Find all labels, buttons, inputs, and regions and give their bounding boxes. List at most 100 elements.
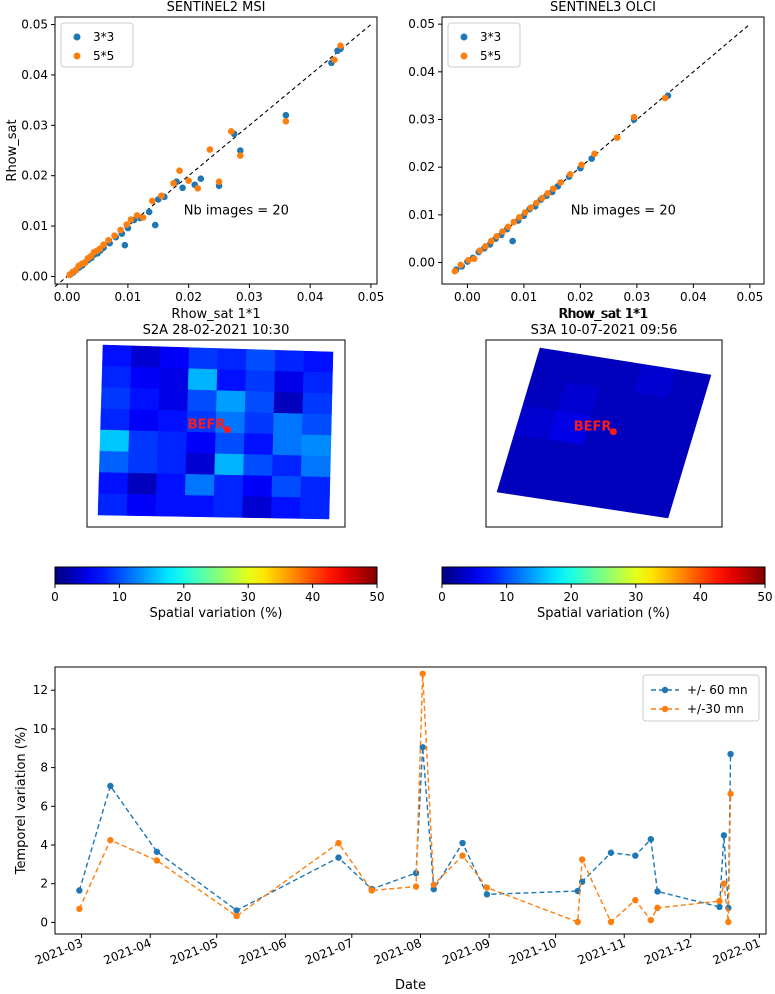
y-axis-label: Rhow_sat [5, 119, 20, 181]
series-point [335, 839, 342, 847]
heatmap-cell [272, 454, 302, 477]
legend-label: 3*3 [93, 30, 114, 44]
scatter-point [127, 216, 135, 223]
series-point [716, 903, 723, 911]
x-tick-label: 0.01 [115, 290, 142, 304]
station-label: BEFR [574, 420, 612, 435]
y-tick-label: 0.01 [21, 219, 48, 233]
y-tick-label: 6 [40, 799, 48, 813]
x-tick-label: 0.05 [737, 290, 764, 304]
legend-label: +/- 60 mn [687, 683, 748, 697]
series-point [647, 835, 655, 843]
legend-label: 3*3 [480, 30, 501, 44]
scatter-point [538, 194, 546, 202]
scatter-point [566, 171, 574, 178]
scatter-point [215, 178, 223, 186]
series-point [76, 905, 83, 913]
annotation-nb-images: Nb images = 20 [184, 204, 289, 219]
series-point [632, 852, 639, 859]
y-tick-label: 0.04 [408, 65, 435, 79]
heatmap-cell [158, 388, 189, 412]
heatmap-cell [130, 366, 161, 390]
heatmap-cell [274, 349, 305, 373]
x-tick-label: 0.04 [680, 290, 707, 304]
scatter-point [509, 237, 516, 245]
colorbar-label: Spatial variation (%) [537, 606, 670, 621]
heatmap-cell [127, 472, 158, 496]
heatmap-cell [213, 495, 244, 518]
scatter-point [148, 197, 156, 205]
heatmap-cell [185, 452, 216, 476]
x-axis-label: Rhow_sat 1*1 [171, 307, 260, 322]
series-point [632, 896, 639, 904]
colorbar [54, 566, 378, 585]
scatter-point [337, 42, 344, 50]
legend-marker [661, 705, 669, 713]
heatmap-cell [302, 371, 333, 395]
series-point [720, 832, 728, 839]
heatmap-cell [128, 430, 159, 453]
heatmap-cell [299, 497, 330, 520]
heatmap-cell [102, 344, 133, 368]
y-tick-label: 8 [40, 761, 48, 775]
legend-marker [73, 52, 81, 60]
scatter-point [470, 255, 478, 263]
colorbar-tick-label: 20 [564, 590, 579, 604]
x-tick-label: 0.01 [511, 290, 538, 304]
scatter-point [527, 204, 534, 212]
scatter-point [331, 56, 338, 64]
heatmap-cell [155, 494, 186, 517]
heatmap-cell [97, 493, 128, 516]
heatmap-cell [157, 431, 188, 454]
scatter-point [557, 179, 564, 186]
series-point [483, 891, 491, 898]
series-point [607, 849, 615, 856]
scatter-point [139, 214, 147, 221]
series-point [727, 790, 734, 797]
heatmap-cell [214, 432, 245, 455]
legend-marker [460, 52, 468, 60]
x-tick-label: 2021-08 [372, 936, 424, 968]
scatter-point [197, 175, 205, 183]
series-point [459, 852, 466, 859]
colorbar-tick-label: 50 [369, 590, 384, 604]
panel-title: S2A 28-02-2021 10:30 [143, 323, 290, 338]
scatter-point [493, 233, 501, 240]
heatmap-cell [270, 496, 301, 519]
legend-label: +/-30 mn [687, 702, 744, 716]
series-point [233, 907, 240, 914]
y-tick-label: 0.02 [408, 160, 435, 174]
series-point [483, 884, 491, 891]
identity-line [54, 24, 372, 287]
heatmap-cell [213, 474, 244, 497]
heatmap-cell [216, 390, 246, 413]
y-tick-label: 10 [33, 722, 48, 736]
heatmap-cell [301, 413, 332, 436]
x-tick-label: 0.00 [54, 290, 81, 304]
x-tick-label: 2021-04 [102, 936, 154, 968]
x-tick-label: 0.00 [454, 290, 481, 304]
heatmap-panel-3: S3A 10-07-2021 09:56 BEFR Rhow_sat 1*1 0 10 2… [438, 307, 772, 621]
scatter-panel-0: SENTINEL2 MSI 0.00 0.01 0.02 0.03 0.04 0.05 0.0… [5, 0, 384, 322]
series-point [153, 848, 161, 855]
series-point [419, 670, 426, 677]
scatter-point [451, 267, 459, 275]
legend-label: 5*5 [480, 49, 501, 63]
legend-marker [73, 33, 81, 41]
scatter-point [121, 241, 129, 249]
series-point [412, 883, 420, 890]
scatter-point [170, 179, 177, 187]
scatter-point [544, 190, 551, 197]
colorbar-tick-label: 30 [628, 590, 643, 604]
colorbar-tick-label: 10 [499, 590, 514, 604]
series-point [430, 881, 437, 888]
heatmap-cell [300, 455, 331, 478]
x-tick-label: 0.05 [358, 290, 385, 304]
scatter-point [105, 236, 112, 244]
colorbar-label: Spatial variation (%) [149, 606, 282, 621]
axes-frame [441, 16, 765, 285]
series-point [233, 912, 240, 920]
heatmap-cell [273, 391, 304, 415]
axes-frame [54, 16, 378, 285]
